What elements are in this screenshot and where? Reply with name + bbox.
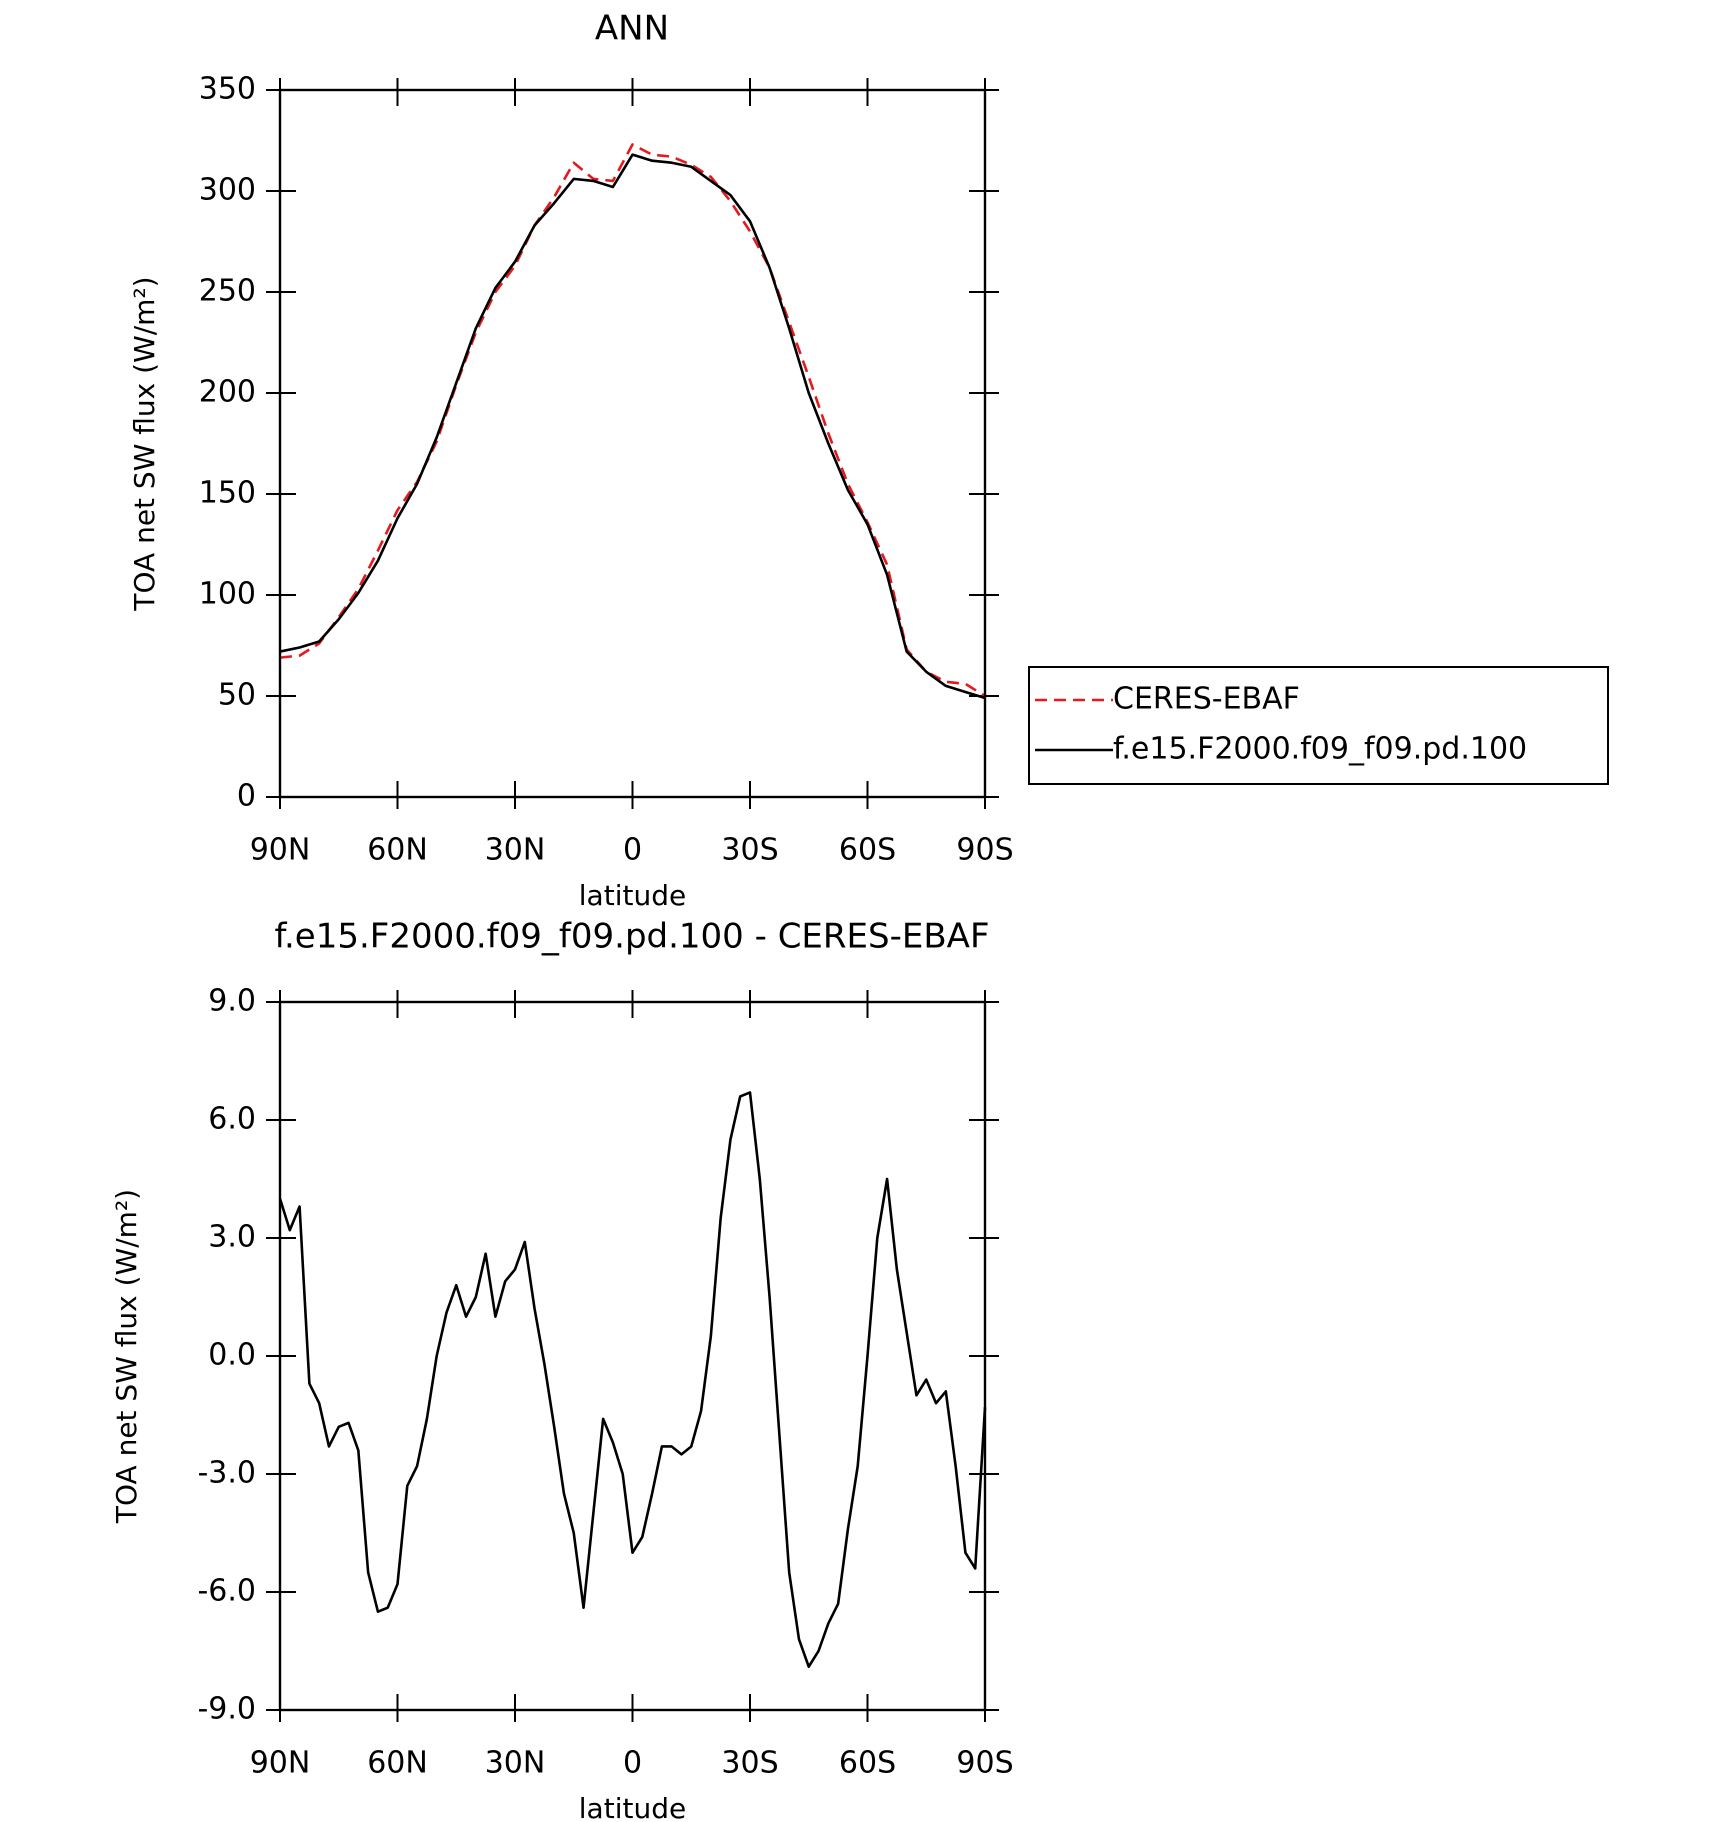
- y-tick-label: 100: [199, 577, 256, 612]
- legend-label: CERES-EBAF: [1113, 682, 1300, 717]
- y-axis-label: TOA net SW flux (W/m²): [110, 1189, 143, 1524]
- y-tick-label: 50: [218, 678, 256, 713]
- chart-title: ANN: [595, 9, 669, 49]
- y-axis-label: TOA net SW flux (W/m²): [128, 276, 161, 611]
- x-axis-label: latitude: [579, 879, 686, 912]
- y-tick-label: 300: [199, 173, 256, 208]
- x-tick-label: 30N: [485, 833, 546, 868]
- y-tick-label: -3.0: [197, 1456, 256, 1491]
- y-tick-label: 6.0: [208, 1102, 256, 1137]
- x-tick-label: 60S: [839, 1746, 896, 1781]
- y-tick-label: 0: [237, 779, 256, 814]
- x-tick-label: 30S: [721, 1746, 778, 1781]
- y-tick-label: 3.0: [208, 1220, 256, 1255]
- y-tick-label: 250: [199, 274, 256, 309]
- x-tick-label: 60S: [839, 833, 896, 868]
- legend-box: [1028, 666, 1609, 785]
- y-tick-label: -9.0: [197, 1692, 256, 1727]
- legend-label: f.e15.F2000.f09_f09.pd.100: [1113, 732, 1527, 767]
- x-axis-label: latitude: [579, 1792, 686, 1822]
- data-line: [279, 153, 986, 700]
- y-tick-label: 9.0: [208, 984, 256, 1019]
- x-tick-label: 90S: [956, 833, 1013, 868]
- x-tick-label: 90N: [250, 833, 311, 868]
- x-tick-label: 60N: [367, 1746, 428, 1781]
- chart-title: f.e15.F2000.f09_f09.pd.100 - CERES-EBAF: [274, 917, 989, 957]
- x-tick-label: 30N: [485, 1746, 546, 1781]
- x-tick-label: 90N: [250, 1746, 311, 1781]
- y-tick-label: 200: [199, 375, 256, 410]
- x-tick-label: 90S: [956, 1746, 1013, 1781]
- y-tick-label: 0.0: [208, 1338, 256, 1373]
- x-tick-label: 30S: [721, 833, 778, 868]
- y-tick-label: -6.0: [197, 1574, 256, 1609]
- x-tick-label: 60N: [367, 833, 428, 868]
- plot-frame: [278, 88, 987, 799]
- x-tick-label: 0: [623, 1746, 642, 1781]
- data-line: [278, 1091, 987, 1669]
- y-tick-label: 150: [199, 476, 256, 511]
- x-tick-label: 0: [623, 833, 642, 868]
- data-line: [279, 143, 986, 698]
- plot-frame: [278, 1000, 987, 1712]
- y-tick-label: 350: [199, 72, 256, 107]
